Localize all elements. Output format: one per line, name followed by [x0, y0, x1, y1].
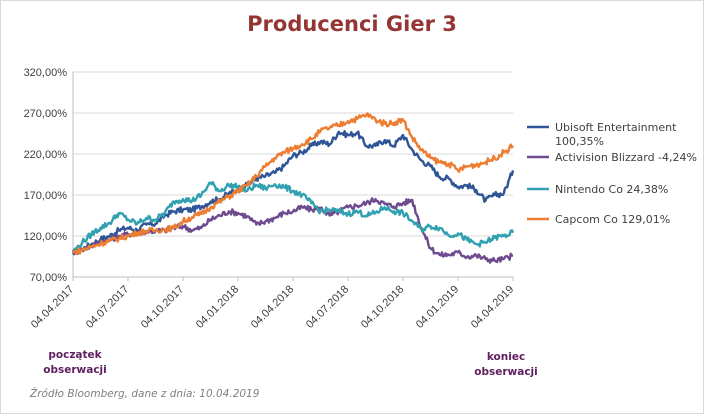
series-line-4 — [72, 112, 514, 256]
x-tick-label: 04.04.2017 — [29, 283, 76, 330]
start-annotation: początek obserwacji — [30, 348, 120, 378]
end-annotation: koniec obserwacji — [462, 350, 550, 380]
y-tick-label: 270,00% — [24, 108, 68, 120]
y-tick-label: 70,00% — [30, 272, 68, 284]
x-tick-label: 04.07.2017 — [84, 283, 131, 330]
plot-area — [71, 112, 515, 264]
end-annotation-line-2: obserwacji — [474, 366, 538, 378]
end-annotation-line-1: koniec — [486, 351, 526, 363]
x-tick-label: 04.04.2019 — [469, 283, 516, 330]
series-line-3 — [72, 181, 515, 254]
y-axis: 70,00% 120,00% 170,00% 220,00% 270,00% 320,00… — [24, 67, 74, 284]
x-tick-label: 04.01.2019 — [414, 283, 461, 330]
legend-label-2: Activision Blizzard -4,24% — [555, 151, 697, 164]
start-annotation-line-2: obserwacji — [43, 364, 107, 376]
legend-label-4: Capcom Co 129,01% — [555, 213, 670, 226]
legend-label-1: Ubisoft Entertainment 100,35% — [555, 121, 677, 148]
y-tick-label: 320,00% — [24, 67, 68, 79]
x-tick-label: 04.10.2018 — [359, 283, 406, 330]
source-note: Źródło Bloomberg, dane z dnia: 10.04.201… — [30, 388, 260, 400]
x-tick-label: 04.01.2018 — [194, 283, 241, 330]
legend: Ubisoft Entertainment 100,35% Activision B… — [527, 121, 697, 226]
x-tick-label: 04.10.2017 — [139, 283, 186, 330]
x-axis: 04.04.2017 04.07.2017 04.10.2017 04.01.2018… — [29, 276, 516, 331]
y-tick-label: 220,00% — [24, 149, 68, 161]
series-line-1 — [71, 130, 515, 255]
gridlines — [73, 71, 513, 278]
x-tick-label: 04.04.2018 — [249, 283, 296, 330]
start-annotation-line-1: początek — [48, 349, 102, 361]
chart-title: Producenci Gier 3 — [247, 12, 457, 36]
legend-label-3: Nintendo Co 24,38% — [555, 183, 668, 196]
x-tick-label: 04.07.2018 — [304, 283, 351, 330]
y-tick-label: 170,00% — [24, 190, 68, 202]
y-tick-label: 120,00% — [24, 231, 68, 243]
